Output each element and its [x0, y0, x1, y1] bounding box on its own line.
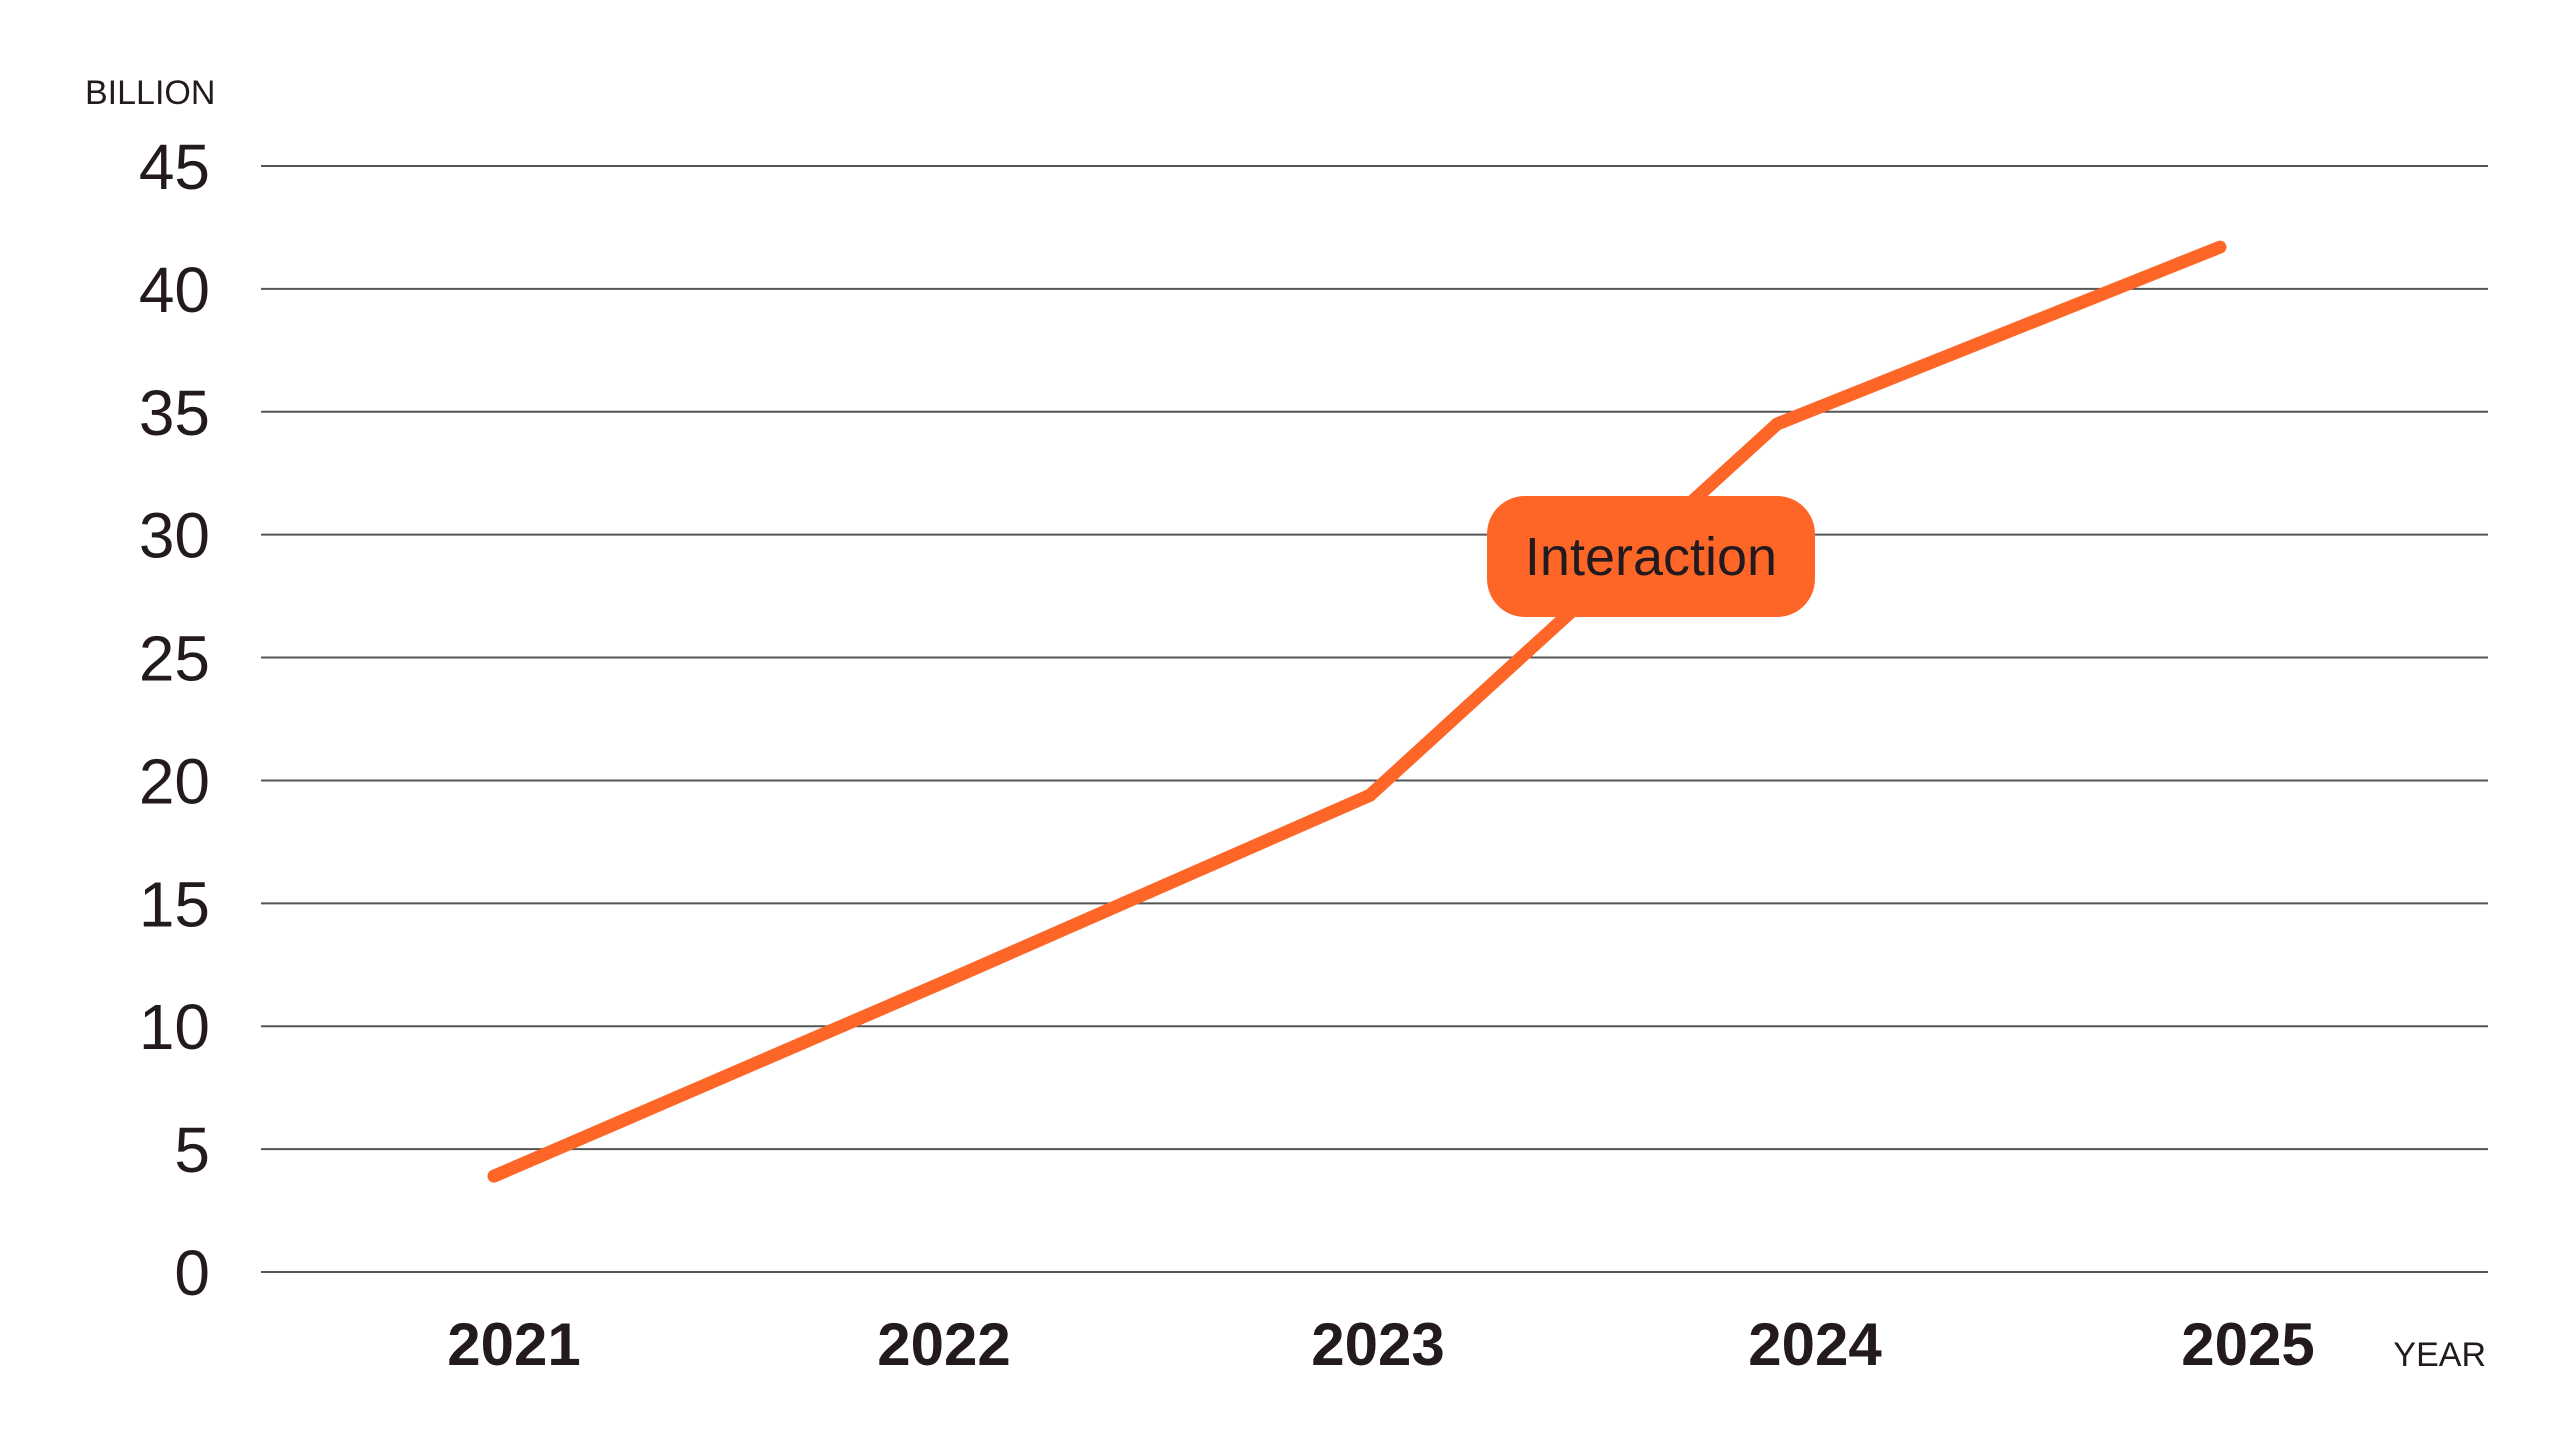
y-tick-label: 15	[139, 868, 210, 940]
annotation-callout: Interaction	[1487, 496, 1815, 617]
y-tick-label: 35	[139, 377, 210, 449]
y-tick-label: 5	[174, 1114, 210, 1186]
y-tick-label: 20	[139, 745, 210, 817]
x-tick-label: 2021	[447, 1311, 580, 1378]
x-tick-label: 2023	[1311, 1311, 1444, 1378]
y-tick-label: 10	[139, 991, 210, 1063]
x-tick-label: 2022	[877, 1311, 1010, 1378]
y-tick-label: 25	[139, 623, 210, 695]
y-tick-label: 40	[139, 254, 210, 326]
y-axis-label: BILLION	[85, 74, 215, 112]
annotation-text: Interaction	[1524, 526, 1778, 587]
x-axis-label: YEAR	[2393, 1336, 2486, 1374]
x-tick-label: 2025	[2181, 1311, 2314, 1378]
y-tick-label: 0	[174, 1237, 210, 1309]
y-tick-label: 30	[139, 500, 210, 572]
x-tick-label: 2024	[1748, 1311, 1882, 1378]
y-tick-label: 45	[139, 131, 210, 203]
series-line	[487, 240, 2227, 1183]
